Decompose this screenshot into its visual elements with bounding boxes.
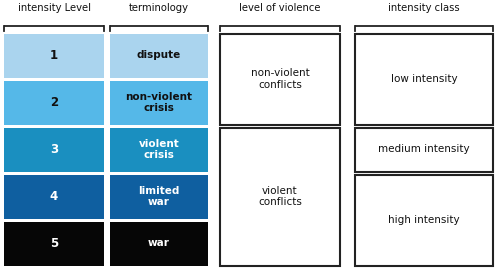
Bar xyxy=(110,80,208,124)
Bar xyxy=(110,221,208,266)
Bar xyxy=(110,127,208,172)
Bar xyxy=(110,175,208,218)
Bar xyxy=(355,34,493,124)
Text: 3: 3 xyxy=(50,143,58,156)
Text: war: war xyxy=(148,238,170,249)
Bar xyxy=(220,34,340,124)
Text: dispute: dispute xyxy=(137,50,181,60)
Text: 5: 5 xyxy=(50,237,58,250)
Text: high intensity: high intensity xyxy=(388,215,460,225)
Text: 2: 2 xyxy=(50,96,58,109)
Text: limited
war: limited war xyxy=(138,186,179,207)
Text: non-violent
crisis: non-violent crisis xyxy=(126,92,192,113)
Bar xyxy=(4,221,104,266)
Text: intensity class: intensity class xyxy=(388,3,460,13)
Bar xyxy=(4,80,104,124)
Text: intensity Level: intensity Level xyxy=(18,3,90,13)
Bar xyxy=(220,127,340,266)
Text: terminology: terminology xyxy=(129,3,189,13)
Text: low intensity: low intensity xyxy=(390,74,458,84)
Text: non-violent
conflicts: non-violent conflicts xyxy=(250,68,310,90)
Bar xyxy=(4,127,104,172)
Text: violent
crisis: violent crisis xyxy=(138,139,179,160)
Bar xyxy=(4,34,104,78)
Text: level of violence: level of violence xyxy=(240,3,321,13)
Bar xyxy=(110,34,208,78)
Text: 4: 4 xyxy=(50,190,58,203)
Bar xyxy=(355,127,493,172)
Text: violent
conflicts: violent conflicts xyxy=(258,186,302,207)
Bar xyxy=(355,175,493,266)
Text: medium intensity: medium intensity xyxy=(378,144,470,154)
Text: 1: 1 xyxy=(50,49,58,62)
Bar xyxy=(4,175,104,218)
